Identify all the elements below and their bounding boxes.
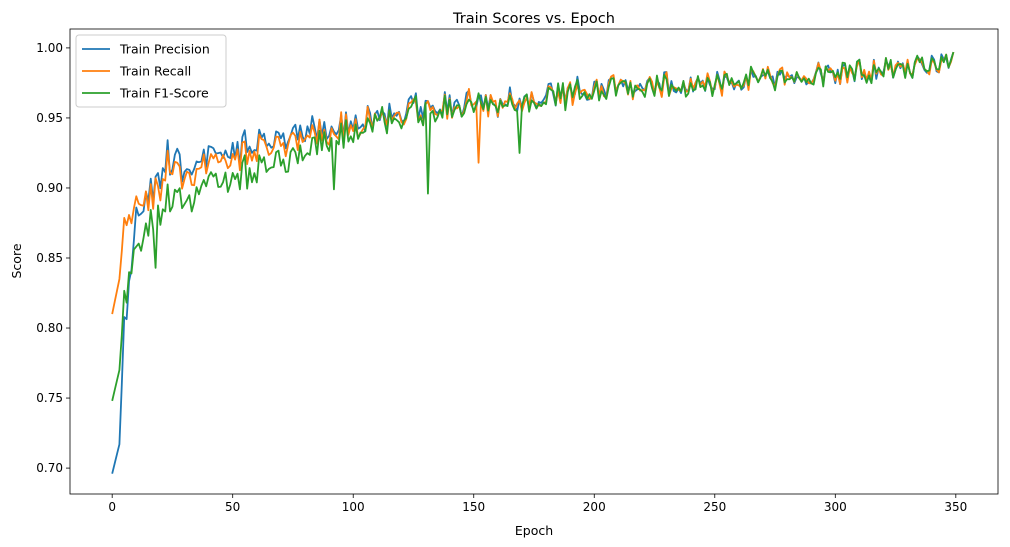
- legend-label: Train Recall: [119, 64, 191, 79]
- chart-title: Train Scores vs. Epoch: [452, 11, 615, 27]
- y-tick-label: 0.70: [36, 461, 63, 475]
- y-tick-label: 0.90: [36, 181, 63, 195]
- legend-label: Train F1-Score: [119, 86, 209, 101]
- y-tick-label: 0.75: [36, 391, 63, 405]
- series-layer: [111, 51, 955, 474]
- x-tick-label: 250: [703, 500, 726, 514]
- legend: Train Precision Train Recall Train F1-Scor…: [75, 34, 227, 108]
- plot-area: [69, 28, 999, 495]
- x-tick-label: 300: [824, 500, 847, 514]
- series-line-train-f1-score: [111, 51, 955, 402]
- y-tick-label: 0.95: [36, 111, 63, 125]
- x-tick-label: 50: [225, 500, 240, 514]
- x-axis: 0 50 100 150 200 250 300 350: [108, 494, 967, 514]
- y-axis: 0.70 0.75 0.80 0.85 0.90 0.95 1.00: [36, 41, 70, 475]
- x-tick-label: 200: [583, 500, 606, 514]
- legend-box: [75, 34, 227, 108]
- x-axis-title: Epoch: [515, 523, 553, 538]
- series-line-train-recall: [111, 51, 955, 315]
- x-tick-label: 100: [342, 500, 365, 514]
- y-tick-label: 0.80: [36, 321, 63, 335]
- x-tick-label: 0: [108, 500, 116, 514]
- y-tick-label: 1.00: [36, 41, 63, 55]
- y-tick-label: 0.85: [36, 251, 63, 265]
- y-axis-title: Score: [9, 243, 24, 278]
- legend-label: Train Precision: [119, 42, 210, 57]
- x-tick-label: 150: [462, 500, 485, 514]
- plot-frame: [69, 28, 999, 495]
- x-tick-label: 350: [944, 500, 967, 514]
